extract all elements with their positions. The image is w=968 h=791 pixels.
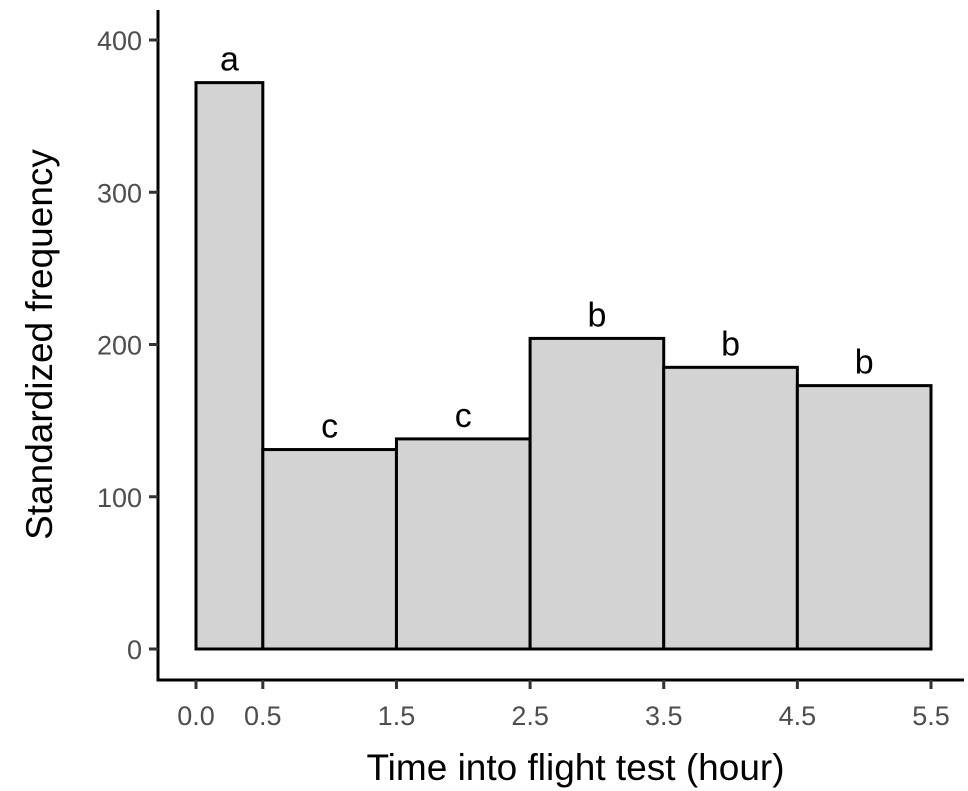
- y-tick-label-1: 100: [97, 483, 142, 513]
- x-tick-label-0: 0.0: [177, 701, 215, 731]
- bar-letter-5: b: [855, 344, 874, 382]
- bar-letter-2: c: [455, 397, 472, 435]
- bar-2: [394, 437, 532, 651]
- x-axis-ticks: 0.0 0.5 1.5 2.5 3.5 4.5 5.5: [177, 680, 950, 731]
- bars-group: [194, 81, 933, 651]
- y-tick-label-2: 200: [97, 331, 142, 361]
- x-tick-label-3: 2.5: [511, 701, 549, 731]
- bar-1: [261, 448, 398, 651]
- bar-letter-3: b: [587, 296, 606, 334]
- significance-letters-group: a c c b b b: [220, 41, 874, 446]
- x-tick-label-5: 4.5: [779, 701, 817, 731]
- y-tick-label-4: 400: [97, 26, 142, 56]
- bar-3: [528, 336, 666, 651]
- x-axis-title: Time into flight test (hour): [366, 747, 784, 788]
- bar-4: [662, 365, 799, 651]
- x-tick-label-2: 1.5: [378, 701, 416, 731]
- x-tick-label-4: 3.5: [645, 701, 683, 731]
- bar-0: [194, 81, 265, 651]
- bar-letter-1: c: [321, 408, 338, 446]
- y-tick-label-3: 300: [97, 178, 142, 208]
- x-tick-label-1: 0.5: [244, 701, 282, 731]
- x-tick-label-6: 5.5: [912, 701, 950, 731]
- bar-letter-4: b: [721, 325, 740, 363]
- y-axis-ticks: 0 100 200 300 400: [97, 26, 158, 665]
- bar-letter-0: a: [220, 41, 239, 79]
- y-axis-title: Standardized frequency: [19, 149, 60, 540]
- bar-5: [795, 384, 933, 651]
- y-tick-label-0: 0: [127, 635, 142, 665]
